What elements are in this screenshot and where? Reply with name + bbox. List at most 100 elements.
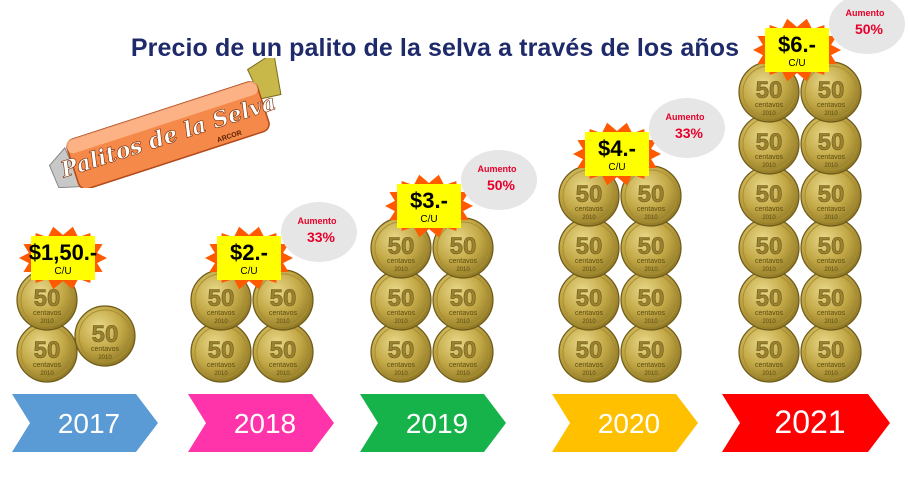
year-label: 2017	[58, 408, 120, 439]
candy-bar-illustration: Palitos de la Selva ARCOR	[48, 58, 282, 188]
coin-word: centavos	[637, 258, 666, 265]
arrow-shape	[552, 394, 698, 452]
increase-bubble-2019: Aumento 50%	[461, 150, 537, 210]
coin-word: centavos	[755, 154, 784, 161]
coin-word: centavos	[575, 362, 604, 369]
coin-word: centavos	[387, 258, 416, 265]
coin-word: centavos	[207, 310, 236, 317]
coin-word: centavos	[207, 362, 236, 369]
year-label: 2021	[774, 404, 845, 440]
coin-year: 2010	[762, 267, 776, 273]
coin-value: 50	[450, 285, 477, 312]
year-arrow-2019: 2019	[360, 394, 506, 452]
coin-value: 50	[450, 233, 477, 260]
increase-label: Aumento	[846, 8, 885, 18]
coin-year: 2010	[824, 163, 838, 169]
coin-value: 50	[34, 337, 61, 364]
coin-year: 2010	[762, 371, 776, 377]
coin-value: 50	[270, 337, 297, 364]
coin-word: centavos	[91, 346, 120, 353]
coin-word: centavos	[33, 362, 62, 369]
coin-value: 50	[388, 233, 415, 260]
coin-value: 50	[756, 285, 783, 312]
coin-value: 50	[208, 337, 235, 364]
price-label-2017: $1,50.-C/U	[19, 226, 107, 290]
coin-word: centavos	[575, 258, 604, 265]
coin-value: 50	[576, 285, 603, 312]
coin-rim	[804, 65, 858, 119]
coin-word: centavos	[755, 102, 784, 109]
coin-value: 50	[638, 337, 665, 364]
unit-label: C/U	[788, 58, 805, 69]
price-burst-inner	[397, 184, 461, 228]
price-burst-inner	[217, 236, 281, 280]
coin-word: centavos	[387, 310, 416, 317]
coin-value: 50	[92, 321, 119, 348]
arrow-shape	[722, 394, 890, 452]
coin-value: 50	[638, 181, 665, 208]
coin-year: 2010	[582, 267, 596, 273]
coin-value: 50	[756, 129, 783, 156]
coin-word: centavos	[755, 206, 784, 213]
coin-value: 50	[576, 181, 603, 208]
coin-word: centavos	[449, 310, 478, 317]
arrow-shape	[12, 394, 158, 452]
coin-rim	[256, 273, 310, 327]
coin-value: 50	[818, 129, 845, 156]
coin-year: 2010	[40, 319, 54, 325]
coin-year: 2010	[456, 371, 470, 377]
coin-word: centavos	[637, 206, 666, 213]
coin-year: 2010	[582, 319, 596, 325]
coin-year: 2010	[214, 319, 228, 325]
coin-value: 50	[756, 77, 783, 104]
coin-value: 50	[388, 337, 415, 364]
unit-label: C/U	[608, 162, 625, 173]
price-label-2019: $3.-C/U	[385, 174, 473, 238]
unit-label: C/U	[54, 266, 71, 277]
coin-word: centavos	[755, 362, 784, 369]
coin-value: 50	[818, 285, 845, 312]
coin-word: centavos	[269, 310, 298, 317]
increase-pct: 50%	[855, 21, 884, 37]
increase-bubble-2018: Aumento 33%	[281, 202, 357, 262]
coin-rim	[436, 221, 490, 275]
coin-word: centavos	[817, 258, 846, 265]
increase-bubble-2021: Aumento 50%	[829, 0, 905, 54]
price-value: $6.-	[778, 32, 816, 57]
coin-value: 50	[576, 233, 603, 260]
unit-label: C/U	[420, 214, 437, 225]
coin-value: 50	[638, 233, 665, 260]
year-arrow-2020: 2020	[552, 394, 698, 452]
increase-label: Aumento	[478, 164, 517, 174]
year-arrow-2017: 2017	[12, 394, 158, 452]
bubble-bg	[829, 0, 905, 54]
price-value: $1,50.-	[29, 240, 98, 265]
increase-pct: 33%	[307, 229, 336, 245]
price-burst-inner	[585, 132, 649, 176]
coin-word: centavos	[269, 362, 298, 369]
coin-value: 50	[818, 233, 845, 260]
year-arrow-2021: 2021	[722, 394, 890, 452]
